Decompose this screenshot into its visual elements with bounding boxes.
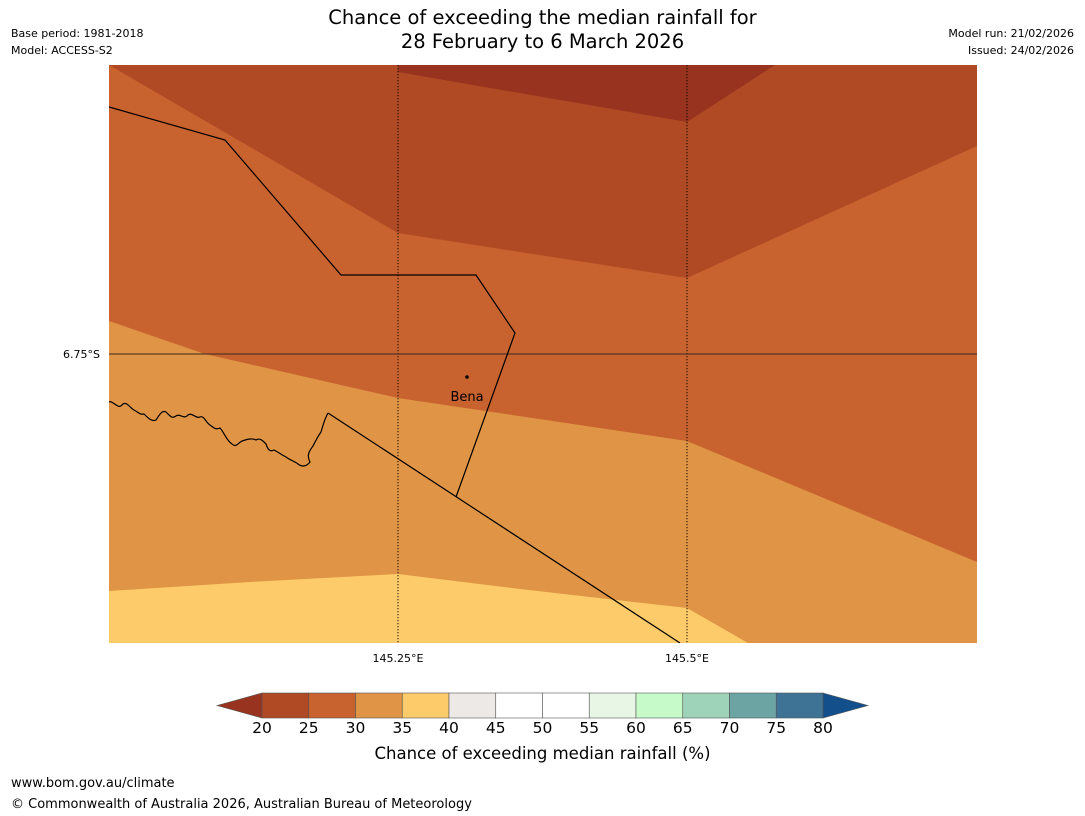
colorbar-swatch-30-35 [355,692,403,719]
colorbar-swatch-55-60 [588,692,637,719]
meta-right: Model run: 21/02/2026 Issued: 24/02/2026 [948,25,1074,59]
colorbar-tick-35: 35 [392,719,413,737]
colorbar-tick-30: 30 [345,719,366,737]
band-35-40 [109,321,977,643]
colorbar-swatch-65-70 [682,692,730,719]
base-period-text: Base period: 1981-2018 [11,27,144,40]
band-25-30 [109,65,977,278]
bena-dot [465,375,469,379]
colorbar-tick-70: 70 [719,719,740,737]
colorbar-swatch-70-75 [729,692,777,719]
meta-left: Base period: 1981-2018 Model: ACCESS-S2 [11,25,143,59]
colorbar-tick-25: 25 [298,719,319,737]
footer-copyright: © Commonwealth of Australia 2026, Austra… [11,797,472,812]
lat-label: 6.75°S [63,348,100,361]
colorbar-swatch-50-55 [542,692,590,719]
colorbar-title: Chance of exceeding median rainfall (%) [374,744,711,763]
province-boundary-south [327,412,681,643]
colorbar-tick-65: 65 [672,719,693,737]
colorbar-swatch-75-80 [775,692,824,719]
colorbar [215,692,870,719]
model-text: Model: ACCESS-S2 [11,44,113,57]
band-40-45 [109,574,748,643]
boundaries [109,106,681,643]
colorbar-tick-60: 60 [626,719,646,737]
title-line-1: Chance of exceeding the median rainfall … [328,6,757,29]
bena-marker: Bena [450,375,484,405]
coastline [109,401,329,467]
colorbar-tick-20: 20 [252,719,272,737]
colorbar-tick-55: 55 [579,719,600,737]
colorbar-swatch-35-40 [401,692,450,719]
colorbar-tick-50: 50 [532,719,553,737]
colorbar-tick-75: 75 [766,719,787,737]
lon-label-145-5: 145.5°E [665,652,709,665]
title-line-2: 28 February to 6 March 2026 [400,30,685,53]
colorbar-tick-80: 80 [813,719,833,737]
colorbar-swatch-40-45 [448,692,497,719]
colorbar-swatch-25-30 [308,692,356,719]
model-run-text: Model run: 21/02/2026 [948,27,1074,40]
bena-label: Bena [450,390,483,405]
colorbar-tick-labels: 20 25 30 35 40 45 50 55 60 65 70 75 80 [0,719,1085,739]
colorbar-tick-45: 45 [485,719,506,737]
colorbar-tick-40: 40 [439,719,459,737]
footer-url: www.bom.gov.au/climate [11,776,175,791]
issued-text: Issued: 24/02/2026 [967,44,1074,57]
colorbar-under-arrow [215,692,263,719]
gridlines [109,65,977,643]
lon-label-145-25: 145.25°E [373,652,424,665]
colorbar-swatch-45-50 [495,692,543,719]
chart-title: Chance of exceeding the median rainfall … [0,6,1085,54]
colorbar-swatch-20-25 [261,692,310,719]
province-boundary [109,106,516,498]
footer: www.bom.gov.au/climate © Commonwealth of… [11,773,472,815]
band-20-25 [398,65,775,122]
colorbar-over-arrow [822,692,870,719]
colorbar-swatch-60-65 [635,692,684,719]
